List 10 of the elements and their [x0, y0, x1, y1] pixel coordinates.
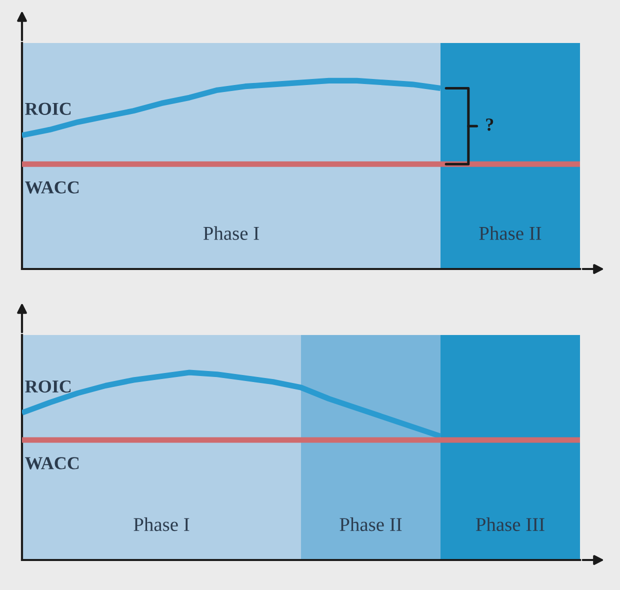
annotation: Phase I	[203, 226, 259, 240]
series-label: WACC	[25, 181, 79, 194]
annotation: Phase II	[340, 517, 402, 532]
annotation: Phase I	[134, 517, 190, 532]
series-label: ROIC	[25, 102, 71, 115]
annotation: ?	[486, 118, 494, 131]
series-label: WACC	[25, 457, 79, 470]
annotation: Phase III	[476, 517, 544, 532]
series-label: ROIC	[25, 380, 71, 393]
annotation: Phase II	[479, 226, 542, 240]
